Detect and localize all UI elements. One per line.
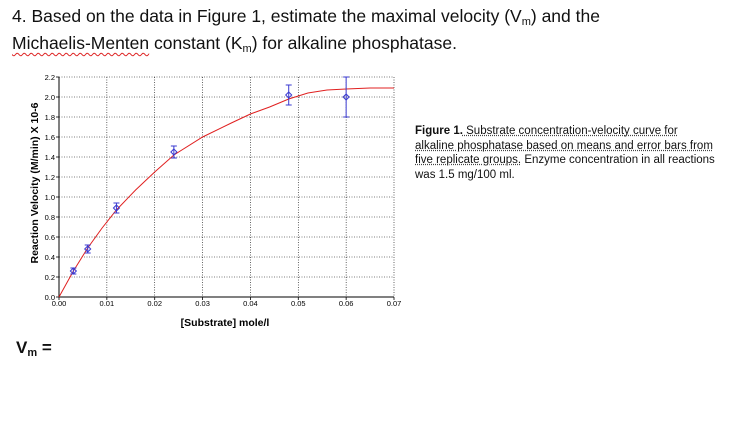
x-tick-label: 0.00 (52, 299, 67, 308)
figure-caption: Figure 1. Substrate concentration-veloci… (415, 124, 715, 182)
data-point (112, 204, 121, 212)
spellcheck-word: Michaelis-Menten (12, 33, 150, 53)
y-tick-label: 0.4 (45, 253, 55, 262)
question-line2: Michaelis-Menten constant (Km) for alkal… (12, 33, 457, 55)
data-point (170, 148, 178, 156)
y-tick-label: 2.2 (45, 73, 55, 82)
x-tick-label: 0.02 (147, 299, 162, 308)
data-point (285, 91, 293, 99)
fitted-curve (58, 87, 394, 298)
x-axis-label: [Substrate] mole/l (181, 317, 270, 329)
y-tick-label: 0.0 (45, 293, 55, 302)
y-axis-label: Reaction Velocity (M/min) X 10-6 (29, 102, 41, 263)
figure-label: Figure 1. (415, 125, 463, 137)
y-tick-label: 1.2 (45, 173, 55, 182)
x-tick-label: 0.01 (100, 299, 115, 308)
x-tick-label: 0.05 (291, 299, 306, 308)
answer-vm: Vm = (16, 338, 52, 359)
question-line1: 4. Based on the data in Figure 1, estima… (12, 6, 600, 28)
caption-text-b: Enzyme concentration in all reactions wa… (415, 154, 715, 181)
data-point (84, 245, 92, 253)
question-text: 4. Based on the data in Figure 1, estima… (12, 6, 712, 60)
caption-text-a: Substrate concentration-velocity curve f… (415, 125, 713, 166)
x-tick-label: 0.06 (339, 299, 354, 308)
y-tick-label: 1.0 (45, 193, 55, 202)
y-tick-label: 2.0 (45, 93, 55, 102)
y-tick-label: 0.6 (45, 233, 55, 242)
data-point (342, 93, 350, 101)
y-tick-label: 0.8 (45, 213, 55, 222)
y-tick-label: 1.4 (45, 153, 55, 162)
y-tick-label: 1.8 (45, 113, 55, 122)
data-point (69, 267, 78, 275)
y-tick-label: 1.6 (45, 133, 55, 142)
y-tick-label: 0.2 (45, 273, 55, 282)
x-tick-label: 0.04 (243, 299, 258, 308)
x-tick-label: 0.03 (195, 299, 210, 308)
x-tick-label: 0.07 (387, 299, 402, 308)
